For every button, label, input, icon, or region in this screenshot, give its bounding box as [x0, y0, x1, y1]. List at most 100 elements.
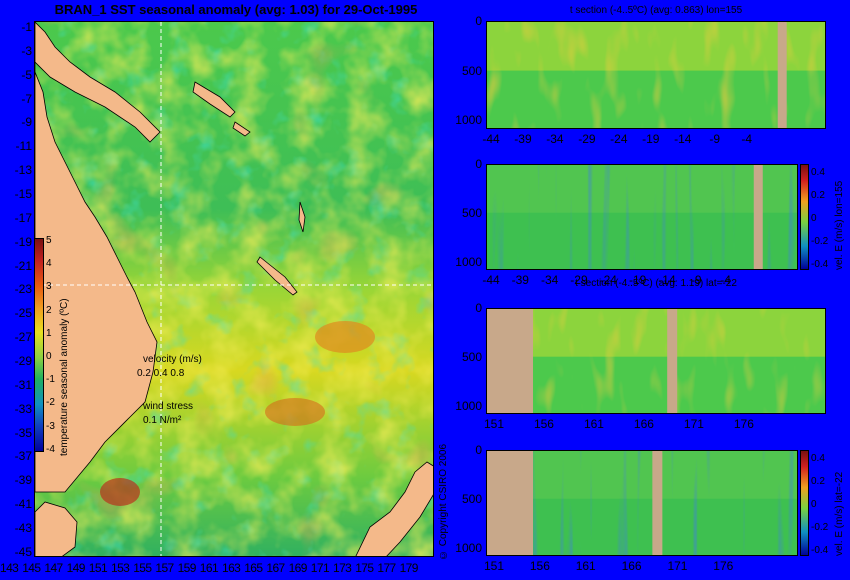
panel-xtick: -14 — [674, 132, 692, 146]
panel-xtick: 161 — [575, 559, 596, 573]
map-title: BRAN_1 SST seasonal anomaly (avg: 1.03) … — [54, 2, 418, 17]
panel-xtick: 161 — [583, 417, 604, 431]
main-colorbar-tick: -2 — [46, 397, 55, 409]
lon-tick-label: 151 — [88, 561, 108, 575]
lon-tick-label: 169 — [288, 561, 308, 575]
panel-ytick: 500 — [461, 349, 482, 364]
main-colorbar-tick: -4 — [46, 443, 55, 455]
panel-xtick: 156 — [533, 417, 554, 431]
lon-tick-label: 177 — [377, 561, 396, 575]
panel-xtick: 151 — [483, 417, 505, 431]
panel-xtick: -39 — [511, 273, 529, 287]
lat-tick-label: -15 — [14, 187, 32, 202]
panel-colorbar-tick: -0.2 — [811, 236, 829, 248]
main-colorbar-tick: -3 — [46, 420, 55, 432]
lat-tick-label: -31 — [14, 377, 32, 392]
panel-xtick: 166 — [633, 417, 654, 431]
panel-colorbar-tick: 0.2 — [811, 476, 825, 488]
main-colorbar-tick: 4 — [46, 258, 52, 270]
tasmania-land — [35, 501, 78, 556]
panel-xtick: -4 — [741, 132, 752, 146]
panel-xtick: -19 — [628, 273, 647, 287]
lon-tick-label: 173 — [333, 561, 352, 575]
panel-colorbar-tick: 0.2 — [811, 190, 825, 202]
lon-tick-label: 147 — [44, 561, 63, 575]
lat-tick-label: -11 — [15, 139, 32, 154]
section-plot[interactable] — [486, 308, 826, 414]
main-colorbar-tick: 3 — [46, 281, 52, 293]
panel-ytick: 500 — [461, 63, 482, 78]
lat-tick-label: -5 — [21, 67, 32, 82]
lat-tick-label: -27 — [14, 330, 32, 345]
lat-tick-label: -43 — [14, 521, 32, 536]
panel-xtick: -29 — [578, 132, 596, 146]
panel-ytick: 0 — [475, 443, 482, 457]
lat-tick-label: -9 — [21, 115, 32, 130]
panel-xtick: 171 — [683, 417, 704, 431]
panel-xtick: -19 — [642, 132, 660, 146]
section-plot[interactable] — [486, 450, 798, 556]
panel-ytick: 500 — [461, 205, 482, 220]
australia-land — [35, 22, 158, 493]
lon-tick-label: 153 — [111, 561, 130, 575]
lat-tick-label: -3 — [21, 43, 32, 58]
lat-tick-label: -33 — [14, 401, 32, 416]
panel-colorbar-tick: 0.4 — [811, 453, 825, 464]
lat-tick-label: -7 — [21, 91, 32, 106]
panel-xtick: -9 — [690, 273, 702, 287]
panel-ytick: 1000 — [455, 398, 482, 413]
section-canvas — [487, 165, 797, 269]
panel-ytick: 1000 — [455, 113, 482, 128]
lat-tick-label: -23 — [14, 282, 32, 297]
panel-xtick: -9 — [709, 132, 721, 146]
panel-title: t section (-4..5ºC) (avg: 1.19) lat=-22 — [575, 278, 737, 289]
wind-legend-label: wind stress — [142, 401, 193, 412]
panel-xtick: -39 — [514, 132, 532, 146]
panel-xtick: 176 — [733, 417, 754, 431]
main-colorbar-tick: 0 — [46, 351, 52, 362]
lat-tick-label: -29 — [14, 354, 32, 369]
velocity-legend-values: 0.2 0.4 0.8 — [137, 368, 185, 379]
lat-tick-label: -13 — [14, 163, 32, 178]
panel-xtick: -34 — [546, 132, 564, 146]
lat-tick-label: -25 — [14, 306, 32, 321]
png-land — [35, 22, 161, 143]
main-colorbar-tick: -1 — [46, 374, 55, 386]
section-plot[interactable] — [486, 164, 798, 270]
panel-side-label: vel. E (m/s) lat=-22 — [834, 471, 845, 556]
new-zealand-land — [355, 461, 433, 556]
panel-ytick: 1000 — [455, 254, 482, 269]
panel-side-label: vel. E (m/s) lon=155 — [834, 180, 845, 270]
lon-tick-label: 155 — [133, 561, 152, 575]
main-colorbar — [34, 238, 44, 452]
map-canvas: velocity (m/s) 0.2 0.4 0.8 wind stress 0… — [35, 22, 433, 556]
lat-tick-label: -21 — [14, 258, 32, 273]
wind-legend-value: 0.1 N/m² — [143, 415, 182, 426]
section-plot[interactable] — [486, 21, 826, 129]
lon-tick-label: 175 — [355, 561, 374, 575]
lon-tick-label: 159 — [177, 561, 197, 575]
panel-xtick: -24 — [610, 132, 628, 146]
vanuatu — [298, 201, 306, 233]
panel-colorbar-tick: -0.2 — [811, 522, 829, 534]
panel-ytick: 0 — [475, 157, 482, 171]
panel-colorbar-tick: 0 — [811, 499, 817, 511]
lat-tick-label: -1 — [21, 20, 32, 34]
lon-tick-label: 165 — [244, 561, 263, 575]
main-colorbar-label: temperature seasonal anomaly (ºC) — [59, 298, 70, 456]
panel-xtick: -14 — [658, 273, 676, 287]
velocity-legend-label: velocity (m/s) — [143, 354, 202, 365]
lon-tick-label: 161 — [199, 561, 219, 575]
main-colorbar-tick: 2 — [46, 304, 52, 316]
section-canvas — [487, 309, 825, 413]
lon-tick-label: 145 — [22, 561, 41, 575]
lon-tick-label: 167 — [266, 561, 285, 575]
panel-xtick: -24 — [599, 273, 617, 287]
section-canvas — [487, 22, 825, 128]
panel-xtick: 171 — [667, 559, 688, 573]
sst-anomaly-map[interactable]: velocity (m/s) 0.2 0.4 0.8 wind stress 0… — [34, 21, 434, 557]
panel-xtick: -44 — [482, 273, 500, 287]
panel-colorbar-tick: -0.4 — [811, 545, 829, 557]
panel-ytick: 0 — [475, 14, 482, 28]
panel-ytick: 500 — [461, 491, 482, 506]
